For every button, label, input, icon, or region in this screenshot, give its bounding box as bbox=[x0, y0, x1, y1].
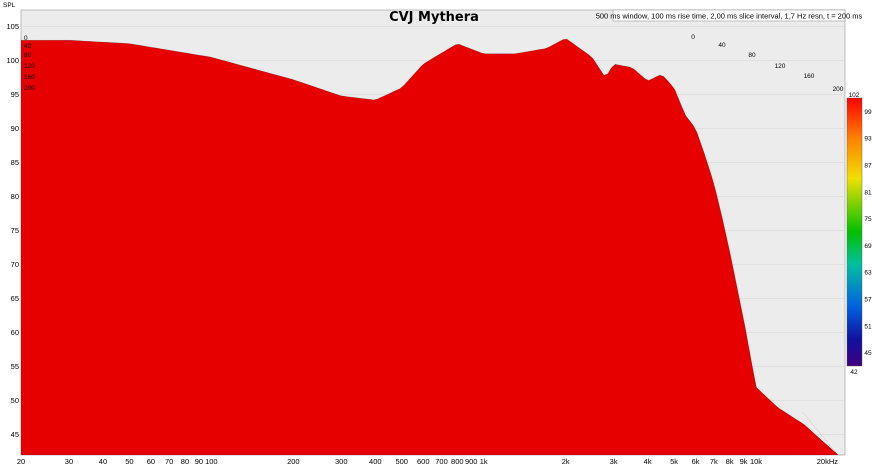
x-tick-label: 70 bbox=[165, 457, 173, 466]
x-tick-label: 5k bbox=[670, 457, 678, 466]
time-tick-label-left: 0 bbox=[24, 35, 28, 42]
y-tick-label: 75 bbox=[11, 226, 19, 235]
colorbar-ticks: 102 99 93 87 81 75 69 63 57 51 45 42 bbox=[849, 92, 872, 376]
x-tick-label: 700 bbox=[435, 457, 448, 466]
subtitle-box bbox=[612, 9, 846, 22]
time-tick-label: 40 bbox=[718, 42, 726, 49]
colorbar-tick-label: 42 bbox=[850, 369, 858, 376]
x-tick-label: 50 bbox=[125, 457, 133, 466]
colorbar-tick-label: 51 bbox=[864, 323, 872, 330]
x-tick-label: 400 bbox=[369, 457, 382, 466]
x-tick-label: 800 bbox=[451, 457, 464, 466]
x-tick-label: 4k bbox=[644, 457, 652, 466]
y-tick-label: 105 bbox=[6, 22, 19, 31]
time-tick-label: 200 bbox=[833, 86, 844, 93]
colorbar-tick-label: 87 bbox=[864, 163, 872, 170]
colorbar-tick-label: 75 bbox=[864, 216, 872, 223]
x-tick-label: 60 bbox=[147, 457, 155, 466]
y-tick-label: 85 bbox=[11, 158, 19, 167]
x-tick-label: 90 bbox=[195, 457, 203, 466]
x-tick-label: 9k bbox=[740, 457, 748, 466]
colorbar-tick-label: 81 bbox=[864, 189, 872, 196]
time-tick-label-left: 40 bbox=[24, 43, 32, 50]
time-tick-label: 80 bbox=[748, 52, 756, 59]
time-tick-label-left: 200 bbox=[24, 85, 35, 92]
x-axis-ticks: 20 30 40 50 60 70 80 90 100 200 300 400 500 600 700 800… bbox=[17, 457, 838, 466]
colorbar-tick-label: 102 bbox=[849, 92, 860, 99]
chart-subtitle: 500 ms window, 100 ms rise time, 2,00 ms… bbox=[596, 12, 863, 21]
x-tick-label: 2k bbox=[562, 457, 570, 466]
x-tick-label: 8k bbox=[726, 457, 734, 466]
x-tick-label: 900 bbox=[465, 457, 478, 466]
y-tick-label: 90 bbox=[11, 124, 19, 133]
x-tick-label: 7k bbox=[710, 457, 718, 466]
chart-title: CVJ Mythera bbox=[389, 10, 479, 25]
colorbar-tick-label: 57 bbox=[864, 297, 872, 304]
y-tick-label: 80 bbox=[11, 192, 19, 201]
y-tick-label: 45 bbox=[11, 430, 19, 439]
colorbar-tick-label: 45 bbox=[864, 350, 872, 357]
y-tick-label: 65 bbox=[11, 294, 19, 303]
time-tick-label: 160 bbox=[804, 73, 815, 80]
x-tick-label: 20kHz bbox=[817, 457, 839, 466]
y-axis-ticks: 4550556065707580859095100105110 bbox=[6, 22, 19, 439]
time-tick-label-left: 80 bbox=[24, 52, 32, 59]
x-tick-label: 600 bbox=[417, 457, 430, 466]
y-tick-label: 95 bbox=[11, 90, 19, 99]
y-tick-label: 100 bbox=[6, 56, 19, 65]
waterfall-slice bbox=[21, 38, 839, 455]
waterfall-slices bbox=[21, 38, 839, 455]
time-tick-label: 120 bbox=[775, 63, 786, 70]
time-tick-label: 0 bbox=[691, 34, 695, 41]
x-tick-label: 30 bbox=[65, 457, 73, 466]
gridline-x bbox=[802, 411, 839, 456]
y-tick-label: 55 bbox=[11, 362, 19, 371]
y-axis-label: SPL bbox=[3, 2, 16, 9]
colorbar-tick-label: 69 bbox=[864, 243, 872, 250]
time-tick-label-left: 120 bbox=[24, 63, 35, 70]
y-tick-label: 50 bbox=[11, 396, 19, 405]
x-tick-label: 3k bbox=[610, 457, 618, 466]
x-tick-label: 1k bbox=[480, 457, 488, 466]
time-tick-label-left: 160 bbox=[24, 74, 35, 81]
x-tick-label: 300 bbox=[335, 457, 348, 466]
colorbar-tick-label: 93 bbox=[864, 136, 872, 143]
y-tick-label: 70 bbox=[11, 260, 19, 269]
colorbar-tick-label: 99 bbox=[864, 109, 872, 116]
x-tick-label: 6k bbox=[692, 457, 700, 466]
x-tick-label: 200 bbox=[287, 457, 300, 466]
x-tick-label: 40 bbox=[99, 457, 107, 466]
x-tick-label: 10k bbox=[750, 457, 762, 466]
colorbar-tick-label: 63 bbox=[864, 270, 872, 277]
x-tick-label: 80 bbox=[181, 457, 189, 466]
colorbar bbox=[846, 97, 863, 367]
y-tick-label: 60 bbox=[11, 328, 19, 337]
x-tick-label: 100 bbox=[205, 457, 218, 466]
x-tick-label: 20 bbox=[17, 457, 25, 466]
x-tick-label: 500 bbox=[395, 457, 408, 466]
